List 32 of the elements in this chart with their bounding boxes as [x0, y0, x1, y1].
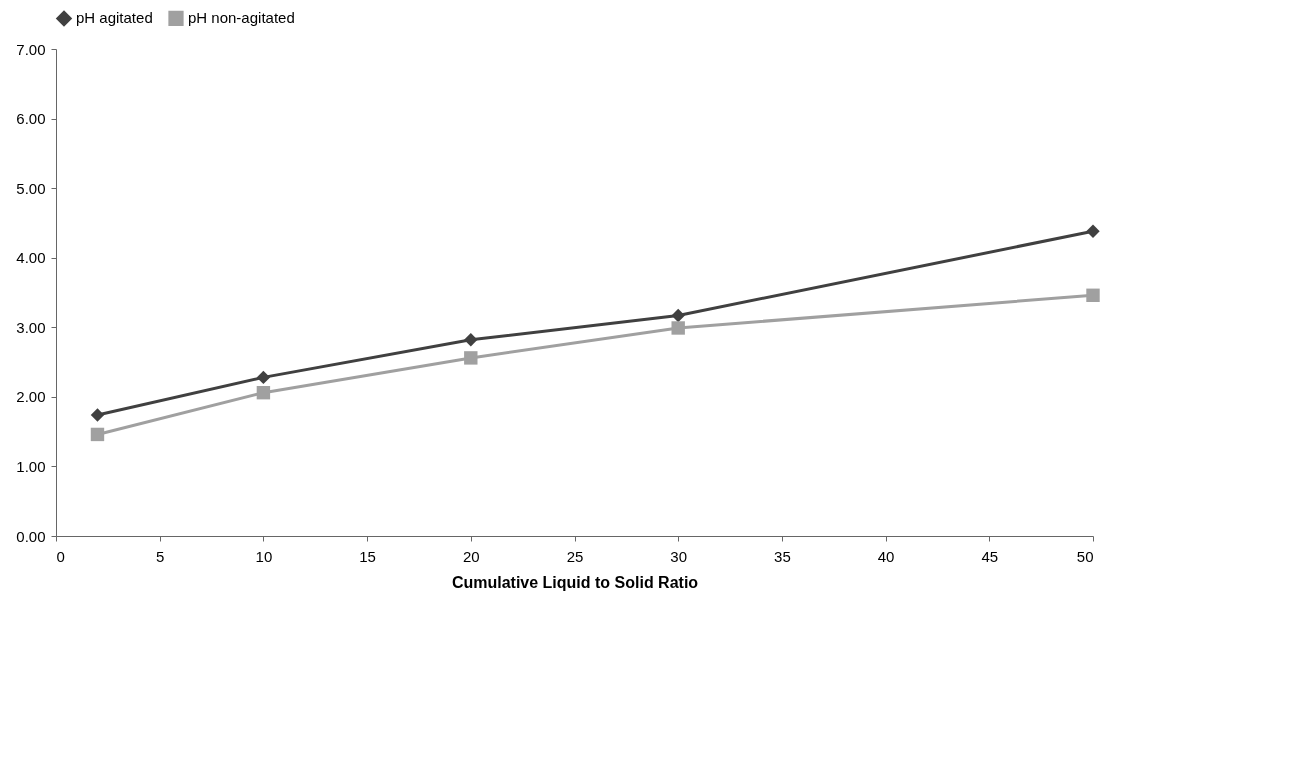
y-tick-label: 5.00	[16, 179, 46, 197]
y-tick-label: 1.00	[16, 457, 46, 475]
point	[1086, 288, 1100, 302]
x-tick-label: 15	[359, 547, 376, 565]
x-tick-label: 35	[774, 547, 791, 565]
y-tick-label: 4.00	[16, 249, 46, 267]
y-tick-label: 0.00	[16, 527, 46, 545]
point	[90, 427, 105, 442]
x-tick-label: 25	[566, 547, 584, 565]
point	[1086, 224, 1100, 238]
y-tick-label: 2.00	[16, 388, 46, 406]
x-tick-label: 0	[56, 547, 65, 565]
x-tick-label: 10	[255, 547, 273, 565]
legend-label: pH non-agitated	[188, 9, 295, 27]
x-tick-label: 30	[670, 547, 688, 565]
legend-label: pH agitated	[76, 9, 153, 27]
point	[671, 308, 685, 323]
point	[464, 333, 478, 347]
y-tick-label: 6.00	[16, 110, 46, 128]
x-tick-label: 40	[877, 547, 895, 565]
x-axis-title: Cumulative Liquid to Solid Ratio	[451, 573, 699, 591]
y-tick-label: 3.00	[16, 318, 46, 336]
x-tick-label: 50	[1076, 547, 1094, 565]
x-tick-label: 5	[156, 547, 165, 565]
point	[256, 370, 271, 385]
point	[256, 385, 271, 400]
point	[671, 321, 685, 335]
point	[90, 408, 105, 422]
point	[464, 351, 478, 365]
x-tick-label: 20	[462, 547, 480, 565]
x-tick-label: 45	[981, 547, 999, 565]
y-tick-label: 7.00	[16, 40, 46, 58]
